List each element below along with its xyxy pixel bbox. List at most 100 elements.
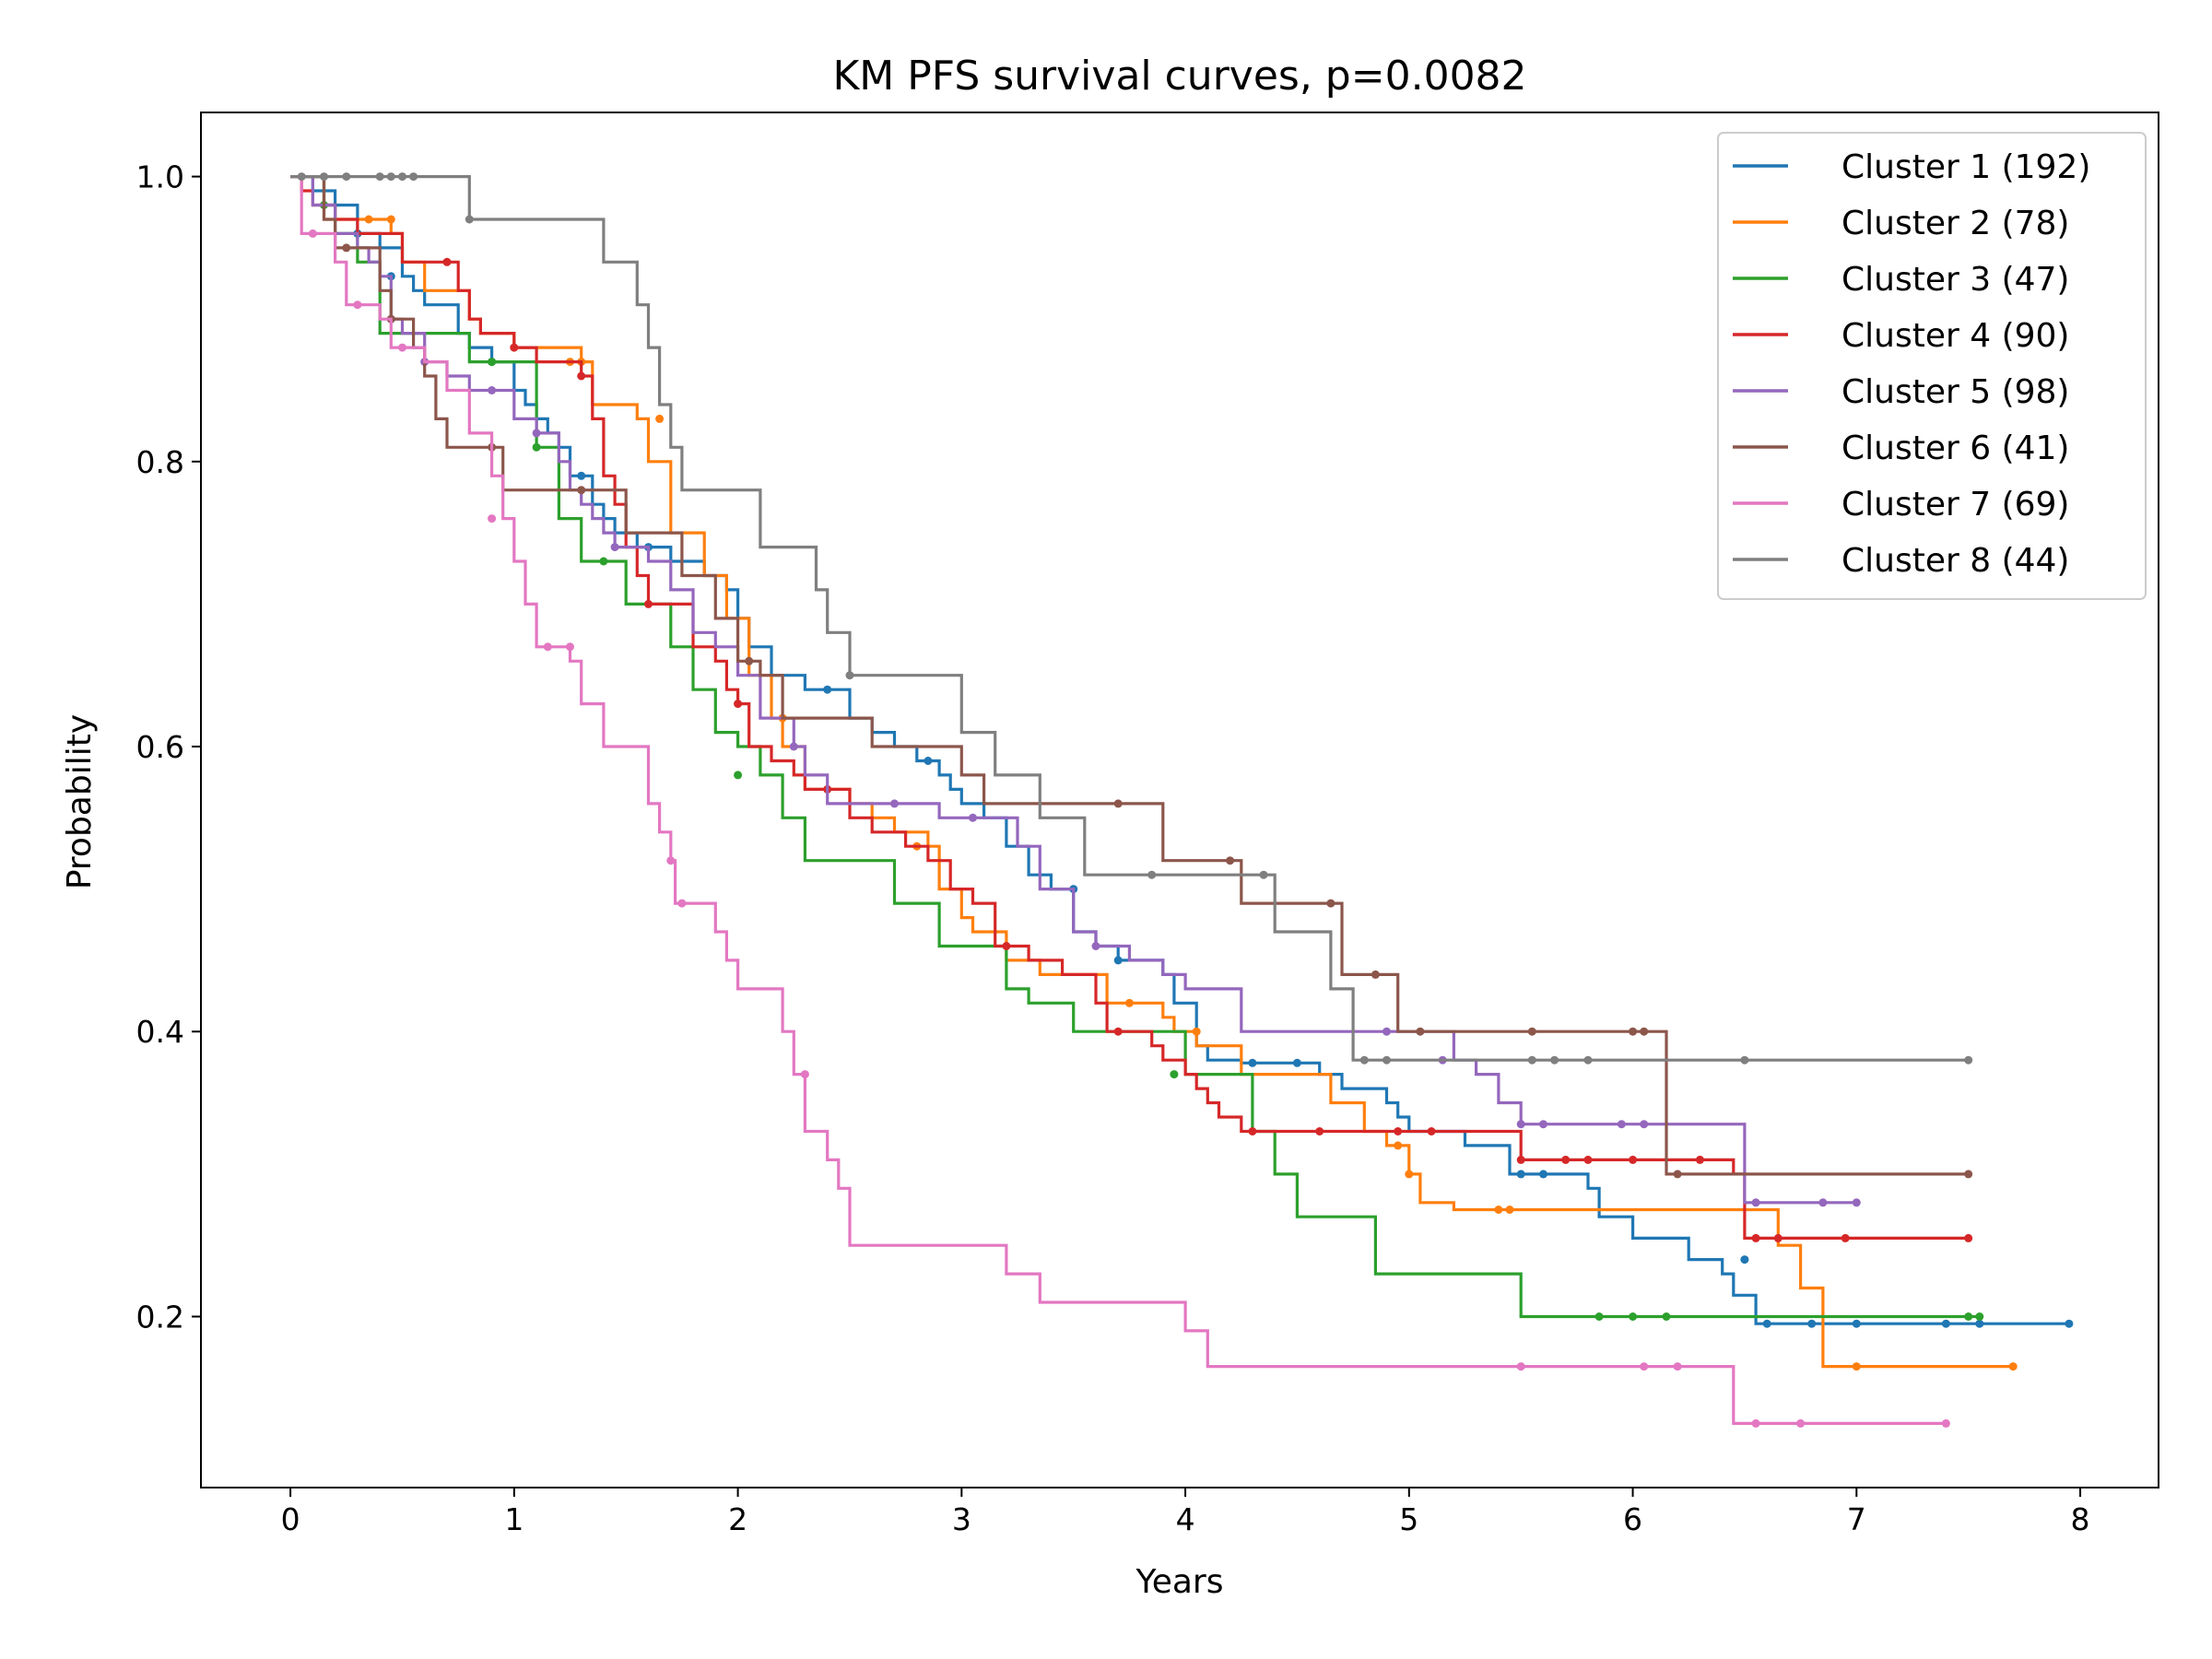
censor-point xyxy=(1113,799,1123,808)
x-axis: 0 1 2 3 4 5 6 7 8 xyxy=(281,1488,2090,1537)
censor-point xyxy=(1640,1120,1649,1129)
censor-point xyxy=(297,172,306,182)
censor-point xyxy=(666,856,676,865)
censor-point xyxy=(599,557,608,566)
series-line xyxy=(290,175,1969,1240)
censor-point xyxy=(1852,1198,1861,1207)
censor-point xyxy=(1226,856,1235,865)
x-tick-label: 4 xyxy=(1176,1501,1195,1537)
censor-point xyxy=(342,243,351,253)
y-axis: 0.2 0.4 0.6 0.8 1.0 xyxy=(136,159,201,1335)
censor-point xyxy=(745,656,754,665)
censor-point xyxy=(1550,1055,1559,1065)
censor-point xyxy=(342,172,351,182)
series-cluster-4 xyxy=(290,175,1973,1242)
censor-point xyxy=(1583,1055,1593,1065)
censor-point xyxy=(1371,970,1380,979)
legend-entry: Cluster 4 (90) xyxy=(1841,317,2069,355)
censor-point xyxy=(1751,1233,1760,1242)
censor-point xyxy=(465,215,474,224)
censor-point xyxy=(375,172,384,182)
censor-point xyxy=(644,599,653,608)
censor-point xyxy=(610,543,619,552)
series-cluster-3 xyxy=(290,175,1984,1321)
legend-entry: Cluster 8 (44) xyxy=(1841,542,2069,580)
y-tick-label: 0.8 xyxy=(136,444,184,480)
legend-entry: Cluster 7 (69) xyxy=(1841,486,2069,524)
x-tick-label: 5 xyxy=(1399,1501,1418,1537)
censor-point xyxy=(320,172,328,182)
censor-point xyxy=(577,471,586,480)
censor-point xyxy=(1527,1027,1536,1036)
censor-point xyxy=(2008,1362,2018,1371)
censor-point xyxy=(488,358,497,367)
x-tick-label: 3 xyxy=(952,1501,971,1537)
censor-point xyxy=(1405,1170,1414,1179)
y-axis-label: Probability xyxy=(61,714,99,889)
x-axis-label: Years xyxy=(1135,1563,1224,1601)
censor-point xyxy=(1248,1058,1257,1067)
censor-point xyxy=(734,771,743,780)
censor-point xyxy=(2065,1319,2074,1328)
chart-title: KM PFS survival curves, p=0.0082 xyxy=(832,53,1526,100)
censor-point xyxy=(1964,1312,1973,1321)
legend-entry: Cluster 5 (98) xyxy=(1841,373,2069,411)
plot-area xyxy=(290,172,2074,1428)
legend: Cluster 1 (192) Cluster 2 (78) Cluster 3 (… xyxy=(1717,132,2147,600)
censor-point xyxy=(1640,1362,1649,1371)
censor-point xyxy=(386,172,395,182)
censor-point xyxy=(1964,1233,1973,1242)
censor-point xyxy=(823,685,832,694)
legend-entry: Cluster 2 (78) xyxy=(1841,205,2069,242)
censor-point xyxy=(1516,1170,1525,1179)
censor-point xyxy=(1124,998,1134,1007)
plot-frame xyxy=(200,112,2159,1488)
y-tick-label: 0.4 xyxy=(136,1014,184,1050)
censor-point xyxy=(1941,1319,1950,1328)
censor-point xyxy=(1539,1170,1547,1179)
y-tick-label: 0.6 xyxy=(136,729,184,765)
censor-point xyxy=(1964,1055,1973,1065)
legend-entry: Cluster 3 (47) xyxy=(1841,261,2069,299)
censor-point xyxy=(1941,1418,1950,1428)
censor-point xyxy=(1192,1027,1201,1036)
censor-point xyxy=(1594,1312,1604,1321)
censor-point xyxy=(1796,1418,1806,1428)
censor-point xyxy=(1516,1362,1525,1371)
censor-point xyxy=(398,343,406,352)
censor-point xyxy=(1516,1155,1525,1164)
censor-point xyxy=(577,371,586,381)
censor-point xyxy=(677,899,687,908)
censor-point xyxy=(1359,1055,1369,1065)
censor-point xyxy=(1147,870,1157,879)
censor-point xyxy=(1852,1319,1861,1328)
censor-point xyxy=(1170,1070,1179,1079)
censor-point xyxy=(488,514,497,524)
censor-point xyxy=(398,172,406,182)
censor-point xyxy=(532,429,541,438)
series-cluster-8 xyxy=(290,172,1973,1065)
legend-box xyxy=(1717,132,2147,600)
censor-point xyxy=(845,671,854,680)
series-line xyxy=(290,175,1969,1176)
censor-point xyxy=(1113,1027,1123,1036)
censor-point xyxy=(1248,1127,1257,1135)
censor-point xyxy=(1382,1027,1391,1036)
y-tick-label: 1.0 xyxy=(136,159,184,195)
censor-point xyxy=(1394,1141,1403,1150)
censor-point xyxy=(1382,1055,1391,1065)
censor-point xyxy=(1113,956,1123,965)
x-tick-label: 0 xyxy=(281,1501,300,1537)
censor-point xyxy=(409,172,418,182)
censor-point xyxy=(1505,1206,1514,1214)
censor-point xyxy=(1494,1206,1503,1214)
series-cluster-6 xyxy=(290,175,1973,1179)
censor-point xyxy=(510,343,519,352)
censor-point xyxy=(789,742,798,751)
censor-point xyxy=(1002,942,1011,950)
series-cluster-5 xyxy=(290,175,1861,1207)
censor-point xyxy=(1807,1319,1817,1328)
censor-point xyxy=(532,442,541,452)
legend-entry: Cluster 1 (192) xyxy=(1841,148,2090,186)
